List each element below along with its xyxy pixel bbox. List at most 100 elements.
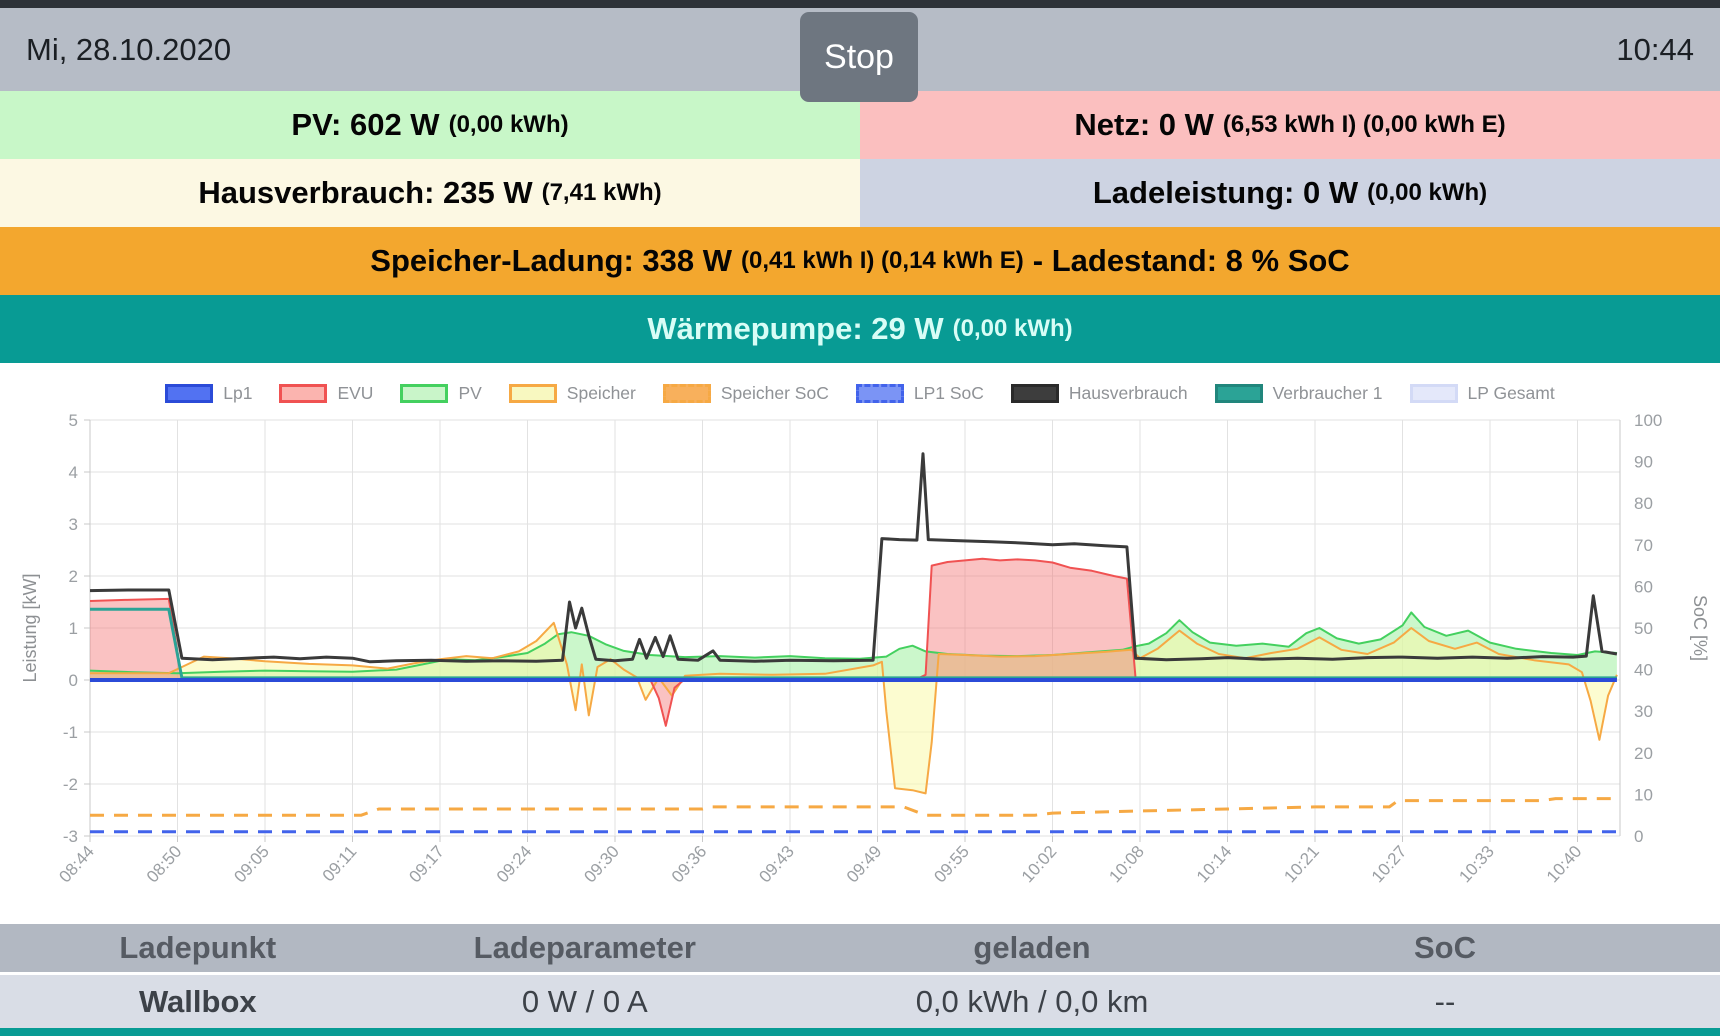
- status-ladeleistung: Ladeleistung: 0 W (0,00 kWh): [860, 159, 1720, 227]
- col-header-ladeparameter: Ladeparameter: [473, 930, 696, 965]
- cell-soc: --: [1434, 983, 1456, 1019]
- svg-text:10: 10: [1634, 785, 1653, 804]
- svg-text:10:14: 10:14: [1193, 842, 1236, 886]
- legend-item-hausverbrauch[interactable]: Hausverbrauch: [1010, 382, 1188, 404]
- legend-label: LP1 SoC: [913, 382, 984, 403]
- legend-label: EVU: [337, 382, 374, 403]
- status-pv: PV: 602 W (0,00 kWh): [0, 91, 860, 159]
- svg-text:10:21: 10:21: [1280, 842, 1323, 886]
- hausverbrauch-line: [89, 452, 1618, 664]
- status-grid: PV: 602 W (0,00 kWh) Netz: 0 W (6,53 kWh…: [0, 91, 1720, 363]
- ladeleistung-value: Ladeleistung: 0 W: [1092, 175, 1359, 210]
- lp-gesamt-legend-swatch: [1409, 383, 1458, 403]
- svg-text:1: 1: [69, 619, 78, 638]
- svg-text:5: 5: [69, 413, 78, 430]
- legend-label: Lp1: [223, 382, 253, 403]
- top-dark-strip: [0, 0, 1720, 8]
- header-bar: Mi, 28.10.2020 Stop 10:44: [0, 8, 1720, 102]
- speicher-ladestand: - Ladestand: 8 % SoC: [1032, 243, 1350, 278]
- svg-text:90: 90: [1634, 453, 1653, 472]
- svg-text:70: 70: [1634, 536, 1653, 555]
- svg-text:08:50: 08:50: [143, 842, 186, 886]
- speicher-soc-legend-swatch: [662, 383, 711, 403]
- legend-label: Hausverbrauch: [1068, 382, 1188, 403]
- speicher-area: [90, 622, 1617, 794]
- cell-geladen: 0,0 kWh / 0,0 km: [915, 983, 1149, 1019]
- status-netz: Netz: 0 W (6,53 kWh I) (0,00 kWh E): [860, 91, 1720, 159]
- svg-text:80: 80: [1634, 494, 1653, 513]
- svg-text:09:30: 09:30: [580, 842, 623, 886]
- svg-text:09:43: 09:43: [755, 842, 798, 886]
- netz-energy: (6,53 kWh I) (0,00 kWh E): [1222, 111, 1506, 138]
- svg-text:SoC [%]: SoC [%]: [1690, 595, 1710, 661]
- pv-energy: (0,00 kWh): [448, 111, 569, 138]
- col-header-soc: SoC: [1413, 930, 1476, 965]
- svg-text:0: 0: [1634, 827, 1643, 846]
- chart-legend: Lp1 EVU PV Speicher Speicher SoC LP1 SoC Hausv…: [0, 363, 1720, 413]
- svg-text:09:05: 09:05: [230, 842, 273, 886]
- stop-button[interactable]: Stop: [800, 12, 918, 102]
- svg-text:08:44: 08:44: [55, 842, 98, 886]
- svg-text:09:55: 09:55: [930, 842, 973, 886]
- clock-label: 10:44: [1616, 31, 1694, 67]
- svg-text:4: 4: [69, 463, 78, 482]
- svg-text:-3: -3: [63, 827, 78, 846]
- svg-text:Leistung [kW]: Leistung [kW]: [20, 573, 40, 682]
- legend-item-speicher-soc[interactable]: Speicher SoC: [662, 382, 829, 404]
- legend-item-verbraucher1[interactable]: Verbraucher 1: [1214, 382, 1383, 404]
- legend-item-lp1[interactable]: Lp1: [165, 383, 252, 404]
- svg-text:09:49: 09:49: [843, 842, 886, 886]
- svg-text:-1: -1: [63, 723, 78, 742]
- date-label: Mi, 28.10.2020: [26, 31, 232, 67]
- netz-value: Netz: 0 W: [1074, 107, 1214, 142]
- svg-text:0: 0: [69, 671, 78, 690]
- pv-value: PV: 602 W: [291, 107, 440, 142]
- cell-ladepunkt[interactable]: Wallbox: [138, 983, 257, 1019]
- legend-label: LP Gesamt: [1467, 382, 1555, 403]
- svg-text:10:33: 10:33: [1455, 842, 1498, 886]
- col-header-geladen: geladen: [973, 930, 1091, 965]
- chart-plot-area: -3 -2 -1 0 1 2 3 4 5 08:44 08:50 09:05 09:11 09:17 09:…: [20, 413, 1710, 886]
- ladeleistung-energy: (0,00 kWh): [1367, 179, 1488, 206]
- hausverbrauch-legend-swatch: [1010, 383, 1059, 403]
- svg-text:50: 50: [1634, 619, 1653, 638]
- speicher-energy: (0,41 kWh I) (0,14 kWh E): [741, 247, 1024, 274]
- speicher-value: Speicher-Ladung: 338 W: [370, 243, 733, 278]
- svg-text:-2: -2: [63, 775, 78, 794]
- verbraucher1-legend-swatch: [1214, 383, 1263, 403]
- legend-label: Speicher SoC: [720, 382, 829, 403]
- svg-text:10:40: 10:40: [1543, 842, 1586, 886]
- svg-text:20: 20: [1634, 744, 1653, 763]
- svg-text:30: 30: [1634, 702, 1653, 721]
- svg-text:09:17: 09:17: [405, 842, 448, 886]
- legend-item-speicher[interactable]: Speicher: [508, 383, 636, 404]
- table-row: Wallbox 0 W / 0 A 0,0 kWh / 0,0 km --: [0, 975, 1720, 1028]
- chargepoint-table: Ladepunkt Ladeparameter geladen SoC Wall…: [0, 924, 1720, 1028]
- svg-text:40: 40: [1634, 661, 1653, 680]
- svg-text:3: 3: [69, 515, 78, 534]
- cell-ladeparameter: 0 W / 0 A: [521, 983, 648, 1019]
- hausverbrauch-energy: (7,41 kWh): [541, 179, 662, 206]
- speicher-legend-swatch: [508, 383, 557, 403]
- legend-item-lp1-soc[interactable]: LP1 SoC: [855, 382, 984, 404]
- lp1-soc-legend-swatch: [855, 383, 904, 403]
- verbraucher1-line: [90, 607, 1617, 680]
- hausverbrauch-value: Hausverbrauch: 235 W: [198, 175, 533, 210]
- legend-item-pv[interactable]: PV: [400, 382, 482, 404]
- legend-label: Verbraucher 1: [1272, 382, 1383, 403]
- svg-text:10:27: 10:27: [1368, 842, 1411, 886]
- pv-legend-swatch: [400, 383, 449, 403]
- svg-text:10:08: 10:08: [1105, 842, 1148, 886]
- status-speicher: Speicher-Ladung: 338 W (0,41 kWh I) (0,1…: [0, 227, 1720, 295]
- table-separator: [0, 972, 1720, 975]
- svg-text:09:11: 09:11: [319, 842, 361, 885]
- legend-item-lp-gesamt[interactable]: LP Gesamt: [1409, 382, 1555, 404]
- speicher-soc-line: [90, 797, 1617, 817]
- evu-legend-swatch: [279, 383, 328, 403]
- legend-label: PV: [458, 382, 482, 403]
- legend-item-evu[interactable]: EVU: [279, 383, 373, 404]
- svg-text:09:24: 09:24: [493, 842, 536, 886]
- waermepumpe-value: Wärmepumpe: 29 W: [647, 311, 944, 346]
- bottom-teal-strip: [0, 1028, 1720, 1036]
